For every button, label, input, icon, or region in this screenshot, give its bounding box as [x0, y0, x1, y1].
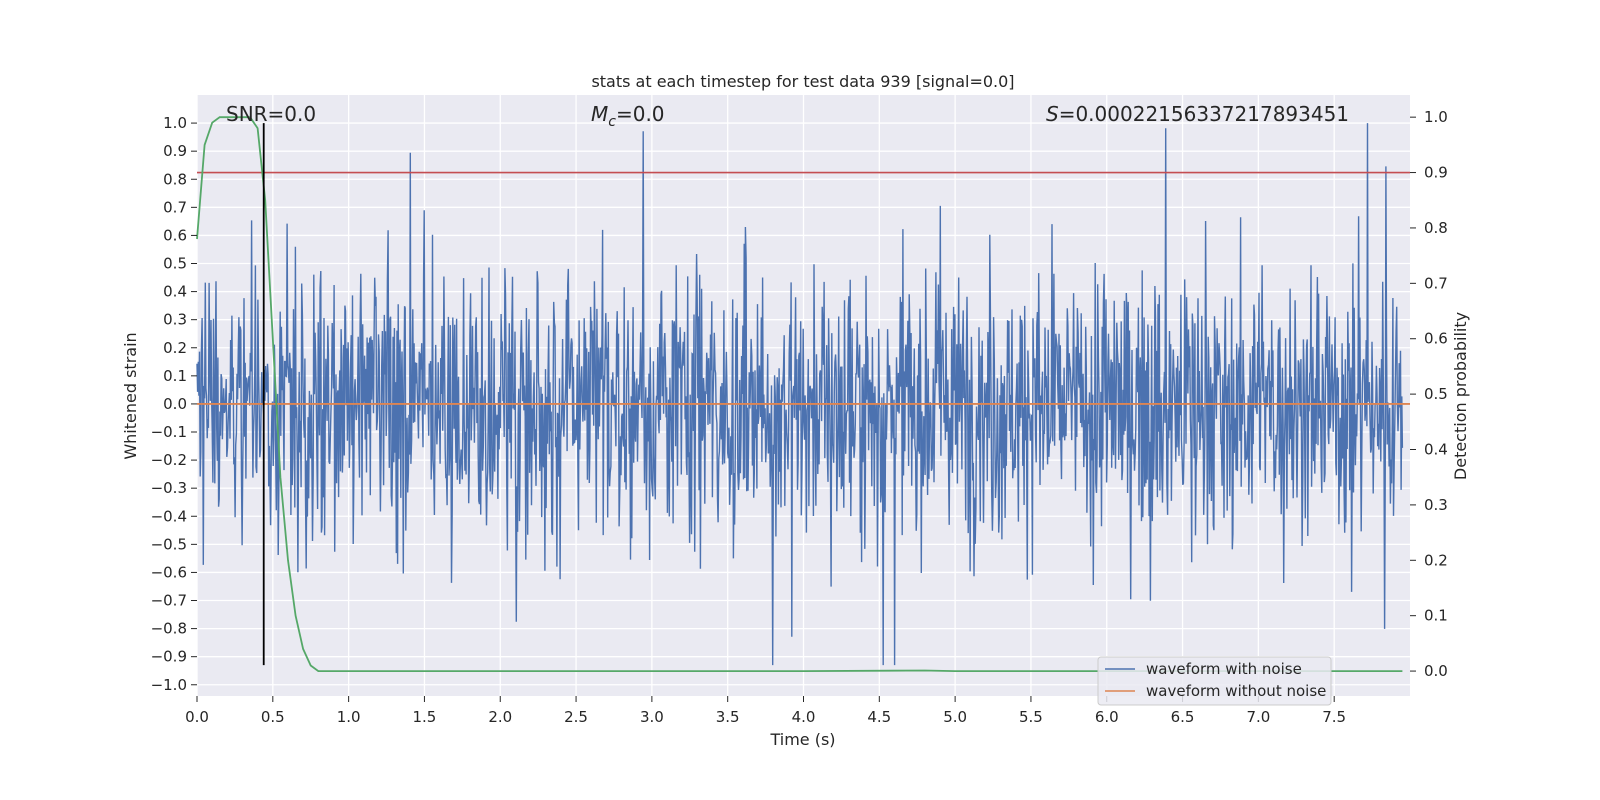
y-tick-label-9: 0.1 [163, 367, 187, 385]
y-axis-label: Whitened strain [121, 332, 140, 459]
y-tick-label-14: −0.4 [151, 507, 187, 525]
legend-box [1097, 656, 1332, 706]
annotation-chirp-mass: Mc=0.0 [591, 102, 665, 130]
y-tick-label-4: 0.6 [163, 226, 187, 244]
waveform-with-noise-line [196, 123, 1404, 666]
y2-tick-label-4: 0.6 [1424, 330, 1448, 348]
y2-tick-label-6: 0.4 [1424, 441, 1448, 459]
x-tick-label-6: 3.0 [640, 708, 664, 726]
x-tick-label-0: 0.0 [185, 708, 209, 726]
y2-tick-label-8: 0.2 [1424, 551, 1448, 569]
y2-tick-label-7: 0.3 [1424, 496, 1448, 514]
x-tick-label-15: 7.5 [1322, 708, 1346, 726]
x-axis-label: Time (s) [769, 730, 835, 749]
x-tick-label-9: 4.5 [867, 708, 891, 726]
y-tick-label-20: −1.0 [151, 676, 187, 694]
y2-tick-label-2: 0.8 [1424, 219, 1448, 237]
legend-label-without-noise: waveform without noise [1146, 682, 1326, 700]
y-tick-label-0: 1.0 [163, 114, 187, 132]
annotation-snr: SNR=0.0 [226, 102, 316, 126]
x-tick-label-13: 6.5 [1171, 708, 1195, 726]
y-tick-label-5: 0.5 [163, 255, 187, 273]
y-tick-label-15: −0.5 [151, 535, 187, 553]
y2-tick-label-3: 0.7 [1424, 274, 1448, 292]
y2-tick-label-5: 0.5 [1424, 385, 1448, 403]
x-tick-label-7: 3.5 [716, 708, 740, 726]
y2-tick-label-9: 0.1 [1424, 607, 1448, 625]
y-tick-label-6: 0.4 [163, 283, 187, 301]
y-tick-label-1: 0.9 [163, 142, 187, 160]
x-tick-label-11: 5.5 [1019, 708, 1043, 726]
series-waveform-with-noise [196, 123, 1404, 666]
series-lines [196, 116, 1410, 672]
y2-tick-label-1: 0.9 [1424, 164, 1448, 182]
detection-probability-line [196, 116, 1403, 672]
y-tick-label-17: −0.7 [151, 592, 187, 610]
x-tick-label-12: 6.0 [1095, 708, 1119, 726]
y-tick-label-10: 0.0 [163, 395, 187, 413]
x-tick-label-8: 4.0 [792, 708, 816, 726]
x-tick-label-1: 0.5 [261, 708, 285, 726]
y-tick-label-7: 0.3 [163, 311, 187, 329]
y-axis-ticks: 1.0 0.9 0.8 0.7 0.6 0.5 0.4 0.3 0.2 0.1 0.0 −0.1 −0.… [151, 114, 197, 694]
y-tick-label-8: 0.2 [163, 339, 187, 357]
x-tick-label-10: 5.0 [943, 708, 967, 726]
y2-axis-label: Detection probability [1451, 312, 1470, 480]
x-axis-ticks: 0.0 0.5 1.0 1.5 2.0 2.5 3.0 3.5 4.0 4.5 5.0 5.5 6.0 6… [185, 696, 1346, 726]
annotation-s-value: S=0.00022156337217893451 [1046, 102, 1349, 126]
y2-axis-ticks: 1.0 0.9 0.8 0.7 0.6 0.5 0.4 0.3 0.2 0.1 0.0 [1410, 108, 1448, 680]
y-tick-label-19: −0.9 [151, 648, 187, 666]
y-tick-label-12: −0.2 [151, 451, 187, 469]
x-tick-label-4: 2.0 [488, 708, 512, 726]
y2-tick-label-0: 1.0 [1424, 108, 1448, 126]
x-tick-label-5: 2.5 [564, 708, 588, 726]
x-tick-label-3: 1.5 [413, 708, 437, 726]
chart-title: stats at each timestep for test data 939… [591, 72, 1014, 91]
y-tick-label-3: 0.7 [163, 198, 187, 216]
y-tick-label-2: 0.8 [163, 170, 187, 188]
y-tick-label-11: −0.1 [151, 423, 187, 441]
y-tick-label-16: −0.6 [151, 563, 187, 581]
legend: waveform with noise waveform without noi… [1097, 656, 1332, 706]
y2-tick-label-10: 0.0 [1424, 662, 1448, 680]
y-tick-label-18: −0.8 [151, 620, 187, 638]
x-tick-label-14: 7.0 [1246, 708, 1270, 726]
y-tick-label-13: −0.3 [151, 479, 187, 497]
x-tick-label-2: 1.0 [337, 708, 361, 726]
legend-label-with-noise: waveform with noise [1146, 660, 1302, 678]
